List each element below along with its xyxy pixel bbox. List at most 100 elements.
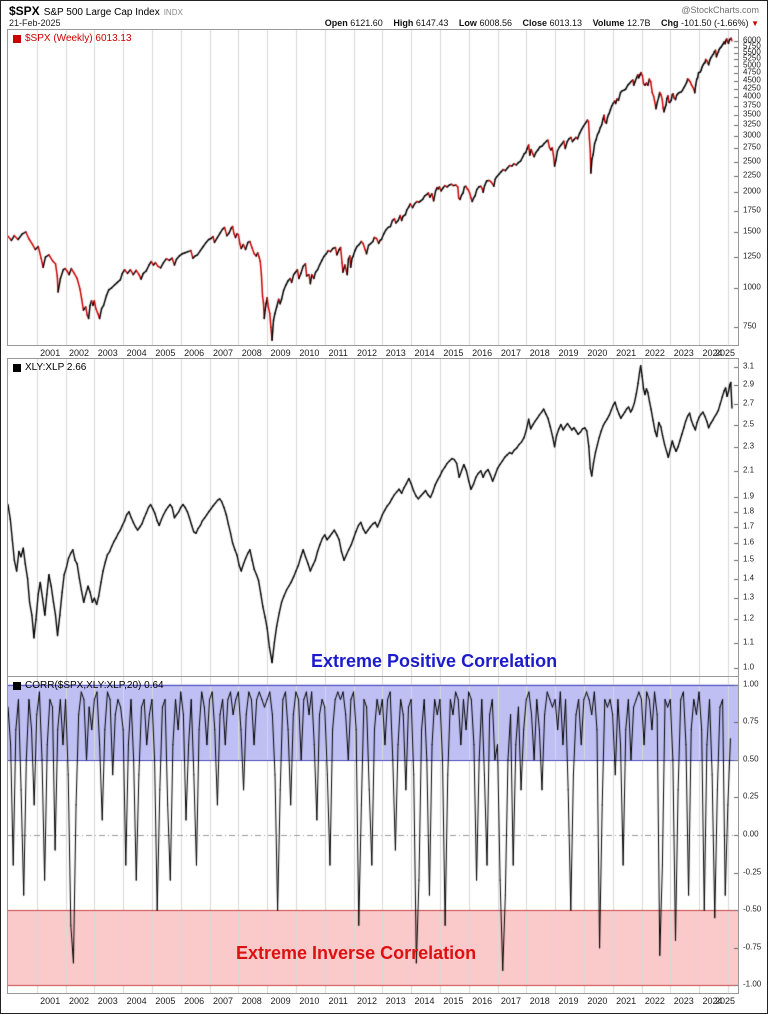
y-tick-label: 2750: [743, 142, 761, 152]
symbol: $SPX: [9, 4, 40, 18]
x-tick-label: 2007: [212, 996, 233, 1006]
y-tick-label: 750: [743, 321, 757, 331]
y-tick-label: -1.00: [743, 979, 762, 989]
x-tick-label: 2004: [126, 348, 147, 358]
x-tick-label: 2002: [68, 348, 89, 358]
y-tick-label: 0.25: [743, 791, 759, 801]
y-tick-label: 3250: [743, 119, 761, 129]
correlation-series-swatch: [13, 681, 21, 690]
y-tick-label: -0.75: [743, 942, 762, 952]
ratio-legend: XLY:XLP 2.66: [13, 362, 86, 373]
copyright: @StockCharts.com: [681, 5, 759, 15]
x-tick-label: 2023: [673, 348, 694, 358]
x-tick-label: 2011: [328, 348, 348, 358]
y-tick-label: 2.1: [743, 465, 755, 475]
x-tick-label: 2015: [443, 348, 464, 358]
y-tick-label: 1.0: [743, 662, 755, 672]
x-tick-label: 2016: [472, 996, 493, 1006]
quote-bar: Open 6121.60 High 6147.43 Low 6008.56 Cl…: [317, 18, 759, 28]
chart-header: $SPX S&P 500 Large Cap Index INDX: [9, 4, 183, 18]
ratio-y-axis: 3.1 2.9 2.7 2.5 2.3 2.1 1.9 1.8 1.7 1.6 1.5 1.4 1.3 1…: [741, 358, 767, 677]
x-tick-label: 2019: [558, 348, 579, 358]
y-tick-label: 5250: [743, 53, 761, 63]
ratio-legend-label: XLY:XLP 2.66: [25, 362, 87, 373]
quote-low: Low 6008.56: [458, 18, 512, 28]
y-tick-label: 1.8: [743, 506, 755, 516]
correlation-x-axis: 2001 2002 2003 2004 2005 2006 2007 2008 2009 2010…: [7, 996, 739, 1008]
x-tick-label: 2008: [241, 348, 262, 358]
x-tick-label: 2020: [587, 348, 608, 358]
y-tick-label: 3000: [743, 130, 761, 140]
quote-high: High 6147.43: [393, 18, 449, 28]
x-tick-label: 2003: [97, 996, 118, 1006]
y-tick-label: 1750: [743, 205, 761, 215]
x-tick-label: 2019: [558, 996, 579, 1006]
index-title: S&P 500 Large Cap Index: [43, 7, 160, 18]
y-tick-label: 2250: [743, 170, 761, 180]
x-tick-label: 2009: [270, 996, 291, 1006]
price-series-swatch: [13, 34, 21, 43]
y-tick-label: 4500: [743, 75, 761, 85]
y-tick-label: 2.5: [743, 419, 755, 429]
x-tick-label: 2008: [241, 996, 262, 1006]
y-tick-label: 3.1: [743, 361, 755, 371]
y-tick-label: 1000: [743, 282, 761, 292]
x-tick-label: 2011: [328, 996, 348, 1006]
y-tick-label: 2.7: [743, 398, 755, 408]
y-tick-label: 1.1: [743, 637, 755, 647]
y-tick-label: 1.3: [743, 592, 755, 602]
y-tick-label: 3750: [743, 100, 761, 110]
x-tick-label: 2016: [472, 348, 493, 358]
x-tick-label: 2017: [500, 348, 521, 358]
y-tick-label: 5750: [743, 41, 761, 51]
x-tick-label: 2005: [155, 996, 176, 1006]
price-legend-label: $SPX (Weekly) 6013.13: [25, 33, 132, 44]
correlation-panel: CORR($SPX,XLY:XLP,20) 0.64 Extreme Inver…: [7, 676, 739, 994]
price-legend: $SPX (Weekly) 6013.13: [13, 33, 132, 44]
x-tick-label: 2015: [443, 996, 464, 1006]
y-tick-label: 1500: [743, 226, 761, 236]
price-panel: $SPX (Weekly) 6013.13: [7, 29, 739, 346]
y-tick-label: 1.7: [743, 521, 755, 531]
y-tick-label: 1.6: [743, 537, 755, 547]
quote-open: Open 6121.60: [324, 18, 383, 28]
y-tick-label: 3500: [743, 109, 761, 119]
x-tick-label: 2025: [714, 348, 736, 358]
x-tick-label: 2007: [212, 348, 233, 358]
ratio-panel: XLY:XLP 2.66 Extreme Positive Correlatio…: [7, 358, 739, 677]
ratio-chart-canvas: [8, 359, 738, 676]
x-tick-label: 2022: [644, 348, 665, 358]
y-tick-label: 1.9: [743, 491, 755, 501]
x-tick-label: 2017: [500, 996, 521, 1006]
x-tick-label: 2021: [616, 348, 637, 358]
x-tick-label: 2002: [68, 996, 89, 1006]
x-tick-label: 2001: [40, 996, 61, 1006]
y-tick-label: 5500: [743, 47, 761, 57]
x-tick-label: 2014: [414, 348, 435, 358]
y-tick-label: 4750: [743, 67, 761, 77]
x-tick-label: 2022: [644, 996, 665, 1006]
correlation-legend: CORR($SPX,XLY:XLP,20) 0.64: [13, 680, 164, 691]
exchange-label: INDX: [163, 8, 183, 17]
x-tick-label: 2018: [529, 348, 550, 358]
x-tick-label: 2021: [616, 996, 637, 1006]
y-tick-label: 5000: [743, 60, 761, 70]
y-tick-label: -0.50: [743, 904, 762, 914]
x-tick-label: 2013: [385, 348, 406, 358]
price-y-axis: 6000 5750 5500 5250 5000 4750 4500 4250 4000 3750…: [741, 29, 767, 346]
x-tick-label: 2025: [714, 996, 736, 1006]
x-tick-label: 2024: [702, 996, 723, 1006]
x-tick-label: 2020: [587, 996, 608, 1006]
correlation-y-axis: 1.00 0.75 0.50 0.25 0.00 -0.25 -0.50 -0.75 -1.00: [741, 676, 767, 994]
y-tick-label: 1.2: [743, 613, 755, 623]
y-tick-label: 1.5: [743, 554, 755, 564]
x-tick-label: 2009: [270, 348, 291, 358]
x-tick-label: 2010: [299, 996, 320, 1006]
x-tick-label: 2013: [385, 996, 406, 1006]
x-tick-label: 2003: [97, 348, 118, 358]
y-tick-label: 1.00: [743, 679, 759, 689]
y-tick-label: 0.75: [743, 716, 759, 726]
y-tick-label: 1250: [743, 251, 761, 261]
x-tick-label: 2006: [184, 348, 205, 358]
y-tick-label: 4250: [743, 83, 761, 92]
